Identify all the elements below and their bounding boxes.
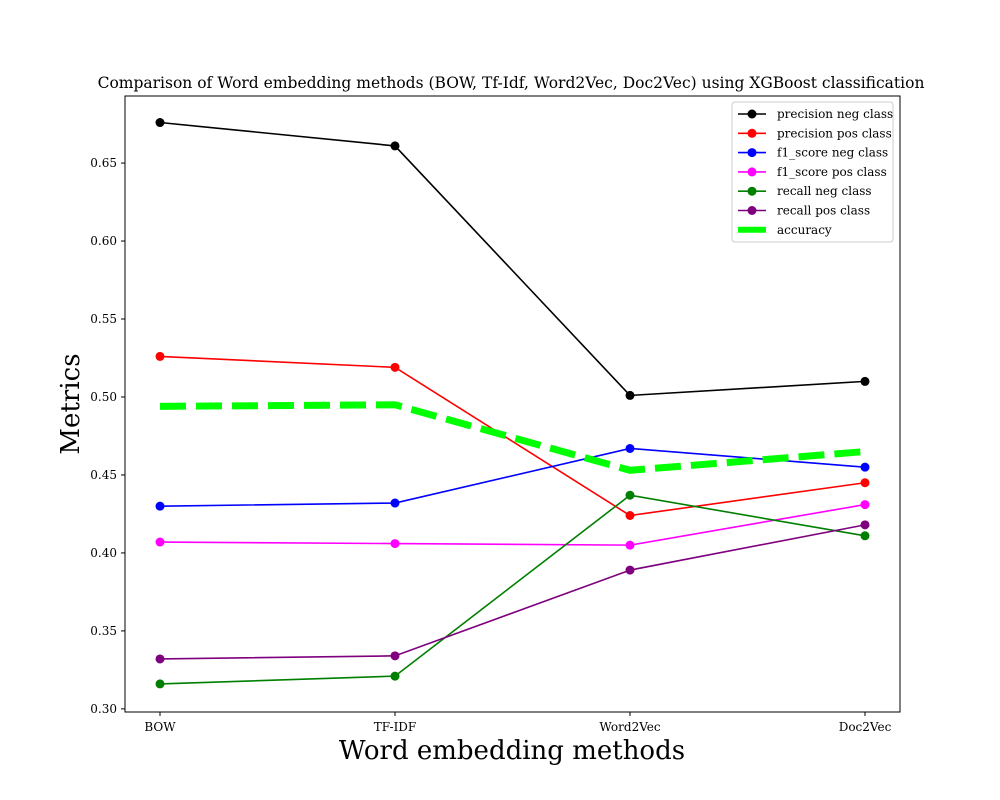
series-precision-neg-class <box>155 118 870 400</box>
data-point <box>390 498 400 508</box>
data-point <box>155 118 165 128</box>
y-tick-label: 0.65 <box>90 156 117 170</box>
legend-item: precision neg class <box>738 107 893 121</box>
series-recall-neg-class <box>155 490 870 689</box>
series-f1-score-pos-class <box>155 500 870 550</box>
legend-item: recall neg class <box>738 184 872 198</box>
legend-marker <box>747 128 757 138</box>
data-point <box>390 141 400 151</box>
series-line <box>159 503 866 546</box>
series-precision-pos-class <box>155 351 870 521</box>
legend: precision neg class precision pos class f1… <box>731 101 894 243</box>
legend-item: f1_score pos class <box>738 165 887 179</box>
series-recall-pos-class <box>155 520 870 664</box>
data-point <box>625 490 635 500</box>
x-tick-label: Doc2Vec <box>839 720 892 734</box>
y-tick-label: 0.55 <box>90 312 117 326</box>
data-point <box>860 531 870 541</box>
data-point <box>625 511 635 521</box>
legend-marker <box>747 206 757 215</box>
series-line <box>159 401 866 474</box>
x-axis: BOW TF-IDF Word2Vec Doc2Vec <box>144 712 892 734</box>
data-point <box>860 376 870 386</box>
series-accuracy <box>159 401 866 474</box>
legend-item: recall pos class <box>738 204 870 218</box>
y-tick-label: 0.60 <box>90 234 117 248</box>
y-tick-label: 0.35 <box>90 624 117 638</box>
y-tick-label: 0.30 <box>90 702 117 716</box>
legend-label: f1_score neg class <box>777 146 888 160</box>
y-axis: 0.30 0.35 0.40 0.45 0.50 0.55 0.60 0.65 <box>90 156 125 716</box>
x-tick-label: Word2Vec <box>599 720 660 734</box>
legend-item: accuracy <box>738 223 832 237</box>
legend-label: precision neg class <box>777 107 893 121</box>
y-tick-label: 0.45 <box>90 468 117 482</box>
x-tick-label: BOW <box>144 720 176 734</box>
data-point <box>625 443 635 453</box>
data-point <box>625 540 635 550</box>
series-line <box>159 355 866 517</box>
data-point <box>155 351 165 361</box>
series-line <box>159 494 866 685</box>
legend-item: precision pos class <box>738 126 892 140</box>
data-point <box>860 500 870 510</box>
series-line <box>159 524 866 660</box>
y-tick-label: 0.40 <box>90 546 117 560</box>
legend-label: recall pos class <box>777 204 870 218</box>
legend-marker <box>747 109 757 119</box>
legend-label: recall neg class <box>777 184 872 198</box>
legend-item: f1_score neg class <box>738 146 888 160</box>
legend-marker <box>747 148 757 158</box>
data-point <box>390 671 400 681</box>
data-point <box>155 537 165 547</box>
data-point <box>860 478 870 488</box>
data-point <box>390 362 400 372</box>
legend-label: f1_score pos class <box>777 165 887 179</box>
x-axis-label: Word embedding methods <box>339 736 685 766</box>
y-axis-label: Metrics <box>56 353 86 454</box>
legend-label: precision pos class <box>777 126 892 140</box>
data-point <box>860 462 870 472</box>
series-line <box>159 121 866 397</box>
series-layer <box>155 118 870 689</box>
plot-area-frame <box>124 95 901 713</box>
legend-box <box>731 101 894 243</box>
data-point <box>155 501 165 511</box>
data-point <box>390 651 400 661</box>
data-point <box>390 539 400 549</box>
data-point <box>155 654 165 664</box>
legend-marker <box>747 167 757 177</box>
data-point <box>625 390 635 400</box>
x-tick-label: TF-IDF <box>374 720 417 734</box>
data-point <box>625 565 635 575</box>
legend-label: accuracy <box>777 223 832 237</box>
data-point <box>155 679 165 689</box>
y-tick-label: 0.50 <box>90 390 117 404</box>
legend-marker <box>747 186 757 196</box>
data-point <box>860 520 870 530</box>
chart-title: Comparison of Word embedding methods (BO… <box>98 74 925 92</box>
